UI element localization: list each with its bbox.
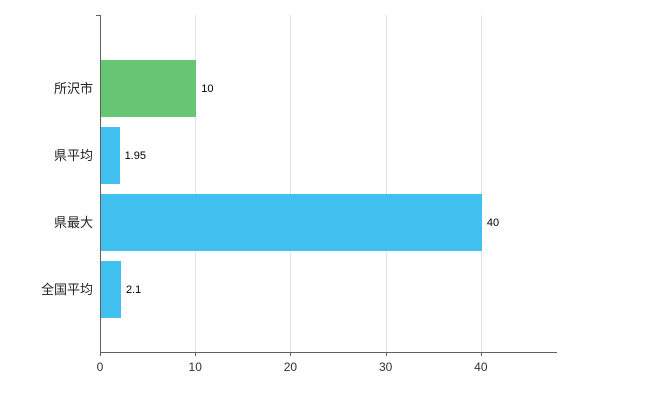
gridline	[290, 15, 292, 352]
x-tick	[385, 352, 387, 356]
x-tick-label: 0	[96, 360, 104, 374]
bar-value-label: 40	[486, 216, 500, 229]
x-axis-line	[100, 352, 557, 353]
bar	[101, 194, 482, 251]
gridline	[385, 15, 387, 352]
bar-value-label: 10	[201, 82, 214, 95]
bar	[101, 60, 197, 117]
category-label: 全国平均	[40, 281, 93, 297]
bar-value-label: 1.95	[124, 149, 146, 162]
category-label: 県最大	[53, 214, 93, 230]
x-tick-label: 20	[283, 360, 298, 374]
category-label: 県平均	[53, 147, 93, 163]
x-tick	[195, 352, 197, 356]
x-tick-label: 10	[188, 360, 202, 374]
category-label: 所沢市	[53, 80, 93, 96]
gridline	[480, 15, 482, 352]
bar	[101, 261, 121, 318]
x-tick-label: 30	[378, 360, 393, 374]
x-tick	[480, 352, 482, 356]
x-tick	[100, 352, 101, 356]
bar	[101, 127, 120, 184]
y-axis-line	[100, 15, 101, 352]
x-tick-label: 40	[474, 360, 488, 374]
x-tick	[290, 352, 292, 356]
gridline	[195, 15, 197, 352]
y-axis-top-tick	[96, 15, 100, 16]
bar-value-label: 2.1	[125, 283, 142, 296]
